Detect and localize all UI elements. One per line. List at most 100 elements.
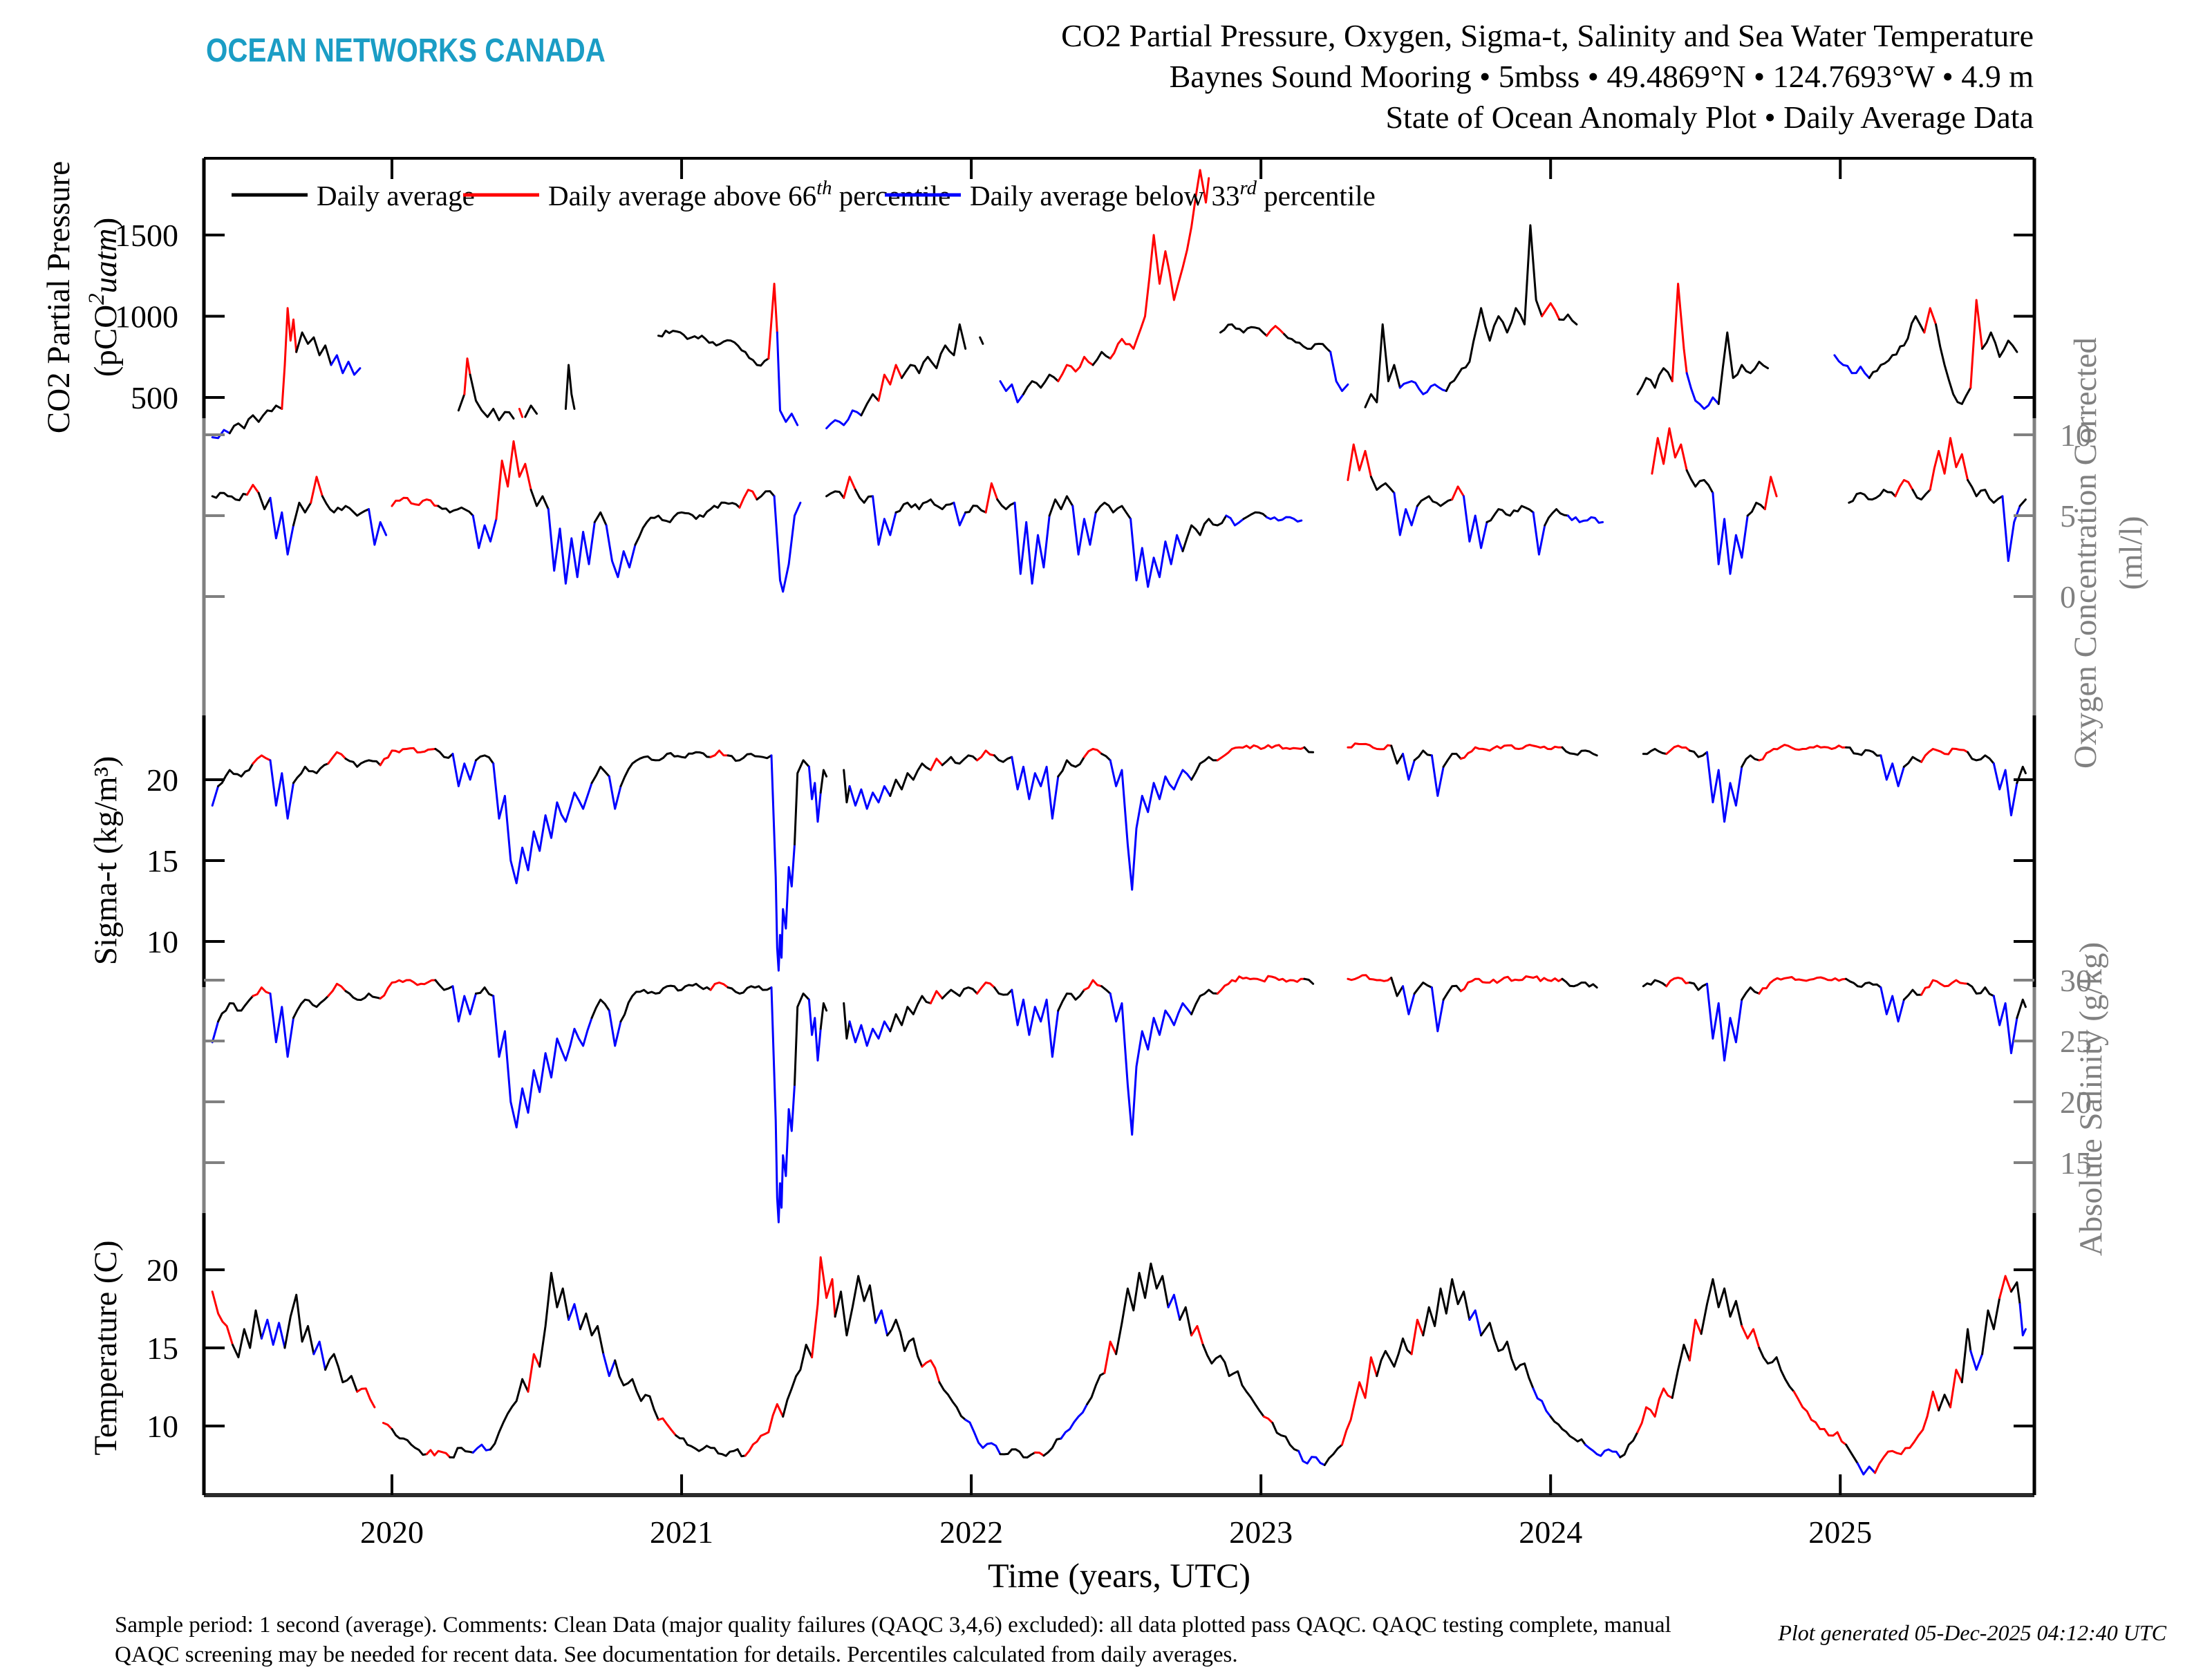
- y-tick-label-sig-10: 10: [147, 924, 178, 959]
- footer-caption: Sample period: 1 second (average). Comme…: [115, 1611, 1671, 1670]
- series-tmp-daily-60: [1758, 1347, 1795, 1393]
- series-sal-below-28: [1011, 988, 1060, 1058]
- series-co2-below-19: [999, 380, 1024, 404]
- series-sig-above-7: [379, 747, 437, 767]
- series-oxy-daily-9: [437, 505, 474, 517]
- series-sal-daily-12: [590, 998, 610, 1020]
- series-tmp-above-59: [1741, 1324, 1761, 1349]
- series-tmp-daily-3: [283, 1293, 315, 1355]
- series-co2-daily-11: [657, 329, 770, 367]
- series-co2-daily-30: [1445, 224, 1544, 393]
- series-oxy-daily-24: [894, 498, 955, 514]
- series-oxy-below-10: [471, 514, 498, 550]
- series-oxy-daily-32: [1094, 501, 1132, 520]
- series-tmp-above-0: [211, 1291, 234, 1346]
- y-tick-label-oxy-0: 0: [2060, 579, 2076, 614]
- series-oxy-daily-30: [1048, 495, 1074, 517]
- series-sig-below-11: [492, 762, 593, 885]
- series-co2-above-16: [877, 364, 903, 402]
- series-co2-daily-20: [1022, 373, 1060, 395]
- series-tmp-above-64: [1874, 1390, 1940, 1474]
- series-tmp-daily-20: [675, 1434, 747, 1458]
- series-sal-daily-25: [941, 986, 978, 1000]
- series-co2-above-12: [767, 283, 778, 360]
- series-co2-daily-36: [1717, 331, 1769, 405]
- series-sal-below-32: [1109, 992, 1193, 1136]
- series-oxy-below-50: [1712, 491, 1749, 575]
- series-sig-daily-25: [941, 754, 978, 767]
- series-sal-daily-21: [843, 1002, 851, 1040]
- series-oxy-above-5: [310, 476, 324, 504]
- series-sig-below-9: [451, 753, 477, 787]
- series-sal-above-49: [1758, 976, 1848, 995]
- series-oxy-daily-14: [593, 511, 608, 527]
- series-oxy-daily-6: [321, 495, 370, 517]
- series-sal-daily-18: [794, 992, 810, 1086]
- series-co2-daily-9: [524, 404, 538, 418]
- axis-title-co2-line1: CO2 Partial Pressure: [41, 161, 77, 433]
- series-oxy-below-3: [269, 496, 294, 556]
- series-co2-above-25: [1266, 325, 1286, 337]
- series-tmp-daily-18: [614, 1359, 659, 1421]
- series-oxy-daily-55: [1911, 489, 1931, 501]
- series-co2-daily-5: [457, 393, 466, 412]
- series-sig-above-36: [1347, 742, 1393, 751]
- series-sal-daily-4: [292, 995, 330, 1020]
- y-tick-label-tmp-15: 15: [147, 1331, 178, 1366]
- series-tmp-below-72: [2018, 1303, 2027, 1337]
- series-tmp-daily-56: [1671, 1344, 1691, 1399]
- series-sal-above-45: [1665, 977, 1691, 988]
- plot-generated-timestamp: Plot generated 05-Dec-2025 04:12:40 UTC: [1778, 1620, 2166, 1645]
- series-tmp-daily-54: [1619, 1431, 1639, 1458]
- series-tmp-above-47: [1410, 1318, 1425, 1355]
- series-sal-above-7: [379, 979, 437, 1000]
- series-tmp-daily-38: [1179, 1306, 1193, 1337]
- series-oxy-below-43: [1463, 495, 1488, 550]
- series-sig-above-24: [929, 758, 944, 771]
- series-oxy-daily-18: [756, 490, 776, 501]
- series-sal-above-42: [1459, 975, 1564, 993]
- series-oxy-daily-36: [1242, 511, 1268, 520]
- series-sal-daily-52: [1902, 988, 1923, 1001]
- series-co2-above-6: [463, 357, 471, 395]
- series-sal-below-22: [848, 1020, 892, 1047]
- series-co2-daily-42: [1981, 331, 2018, 358]
- series-tmp-daily-44: [1323, 1443, 1343, 1466]
- series-tmp-above-66: [1949, 1369, 1963, 1409]
- series-sig-daily-33: [1190, 756, 1219, 781]
- series-sal-daily-39: [1413, 982, 1433, 995]
- series-tmp-below-15: [568, 1303, 581, 1331]
- series-tmp-below-49: [1468, 1309, 1483, 1337]
- series-sal-daily-41: [1442, 984, 1462, 1001]
- series-co2-above-21: [1057, 355, 1094, 382]
- axis-title-tmp-line1: Temperature (C): [88, 1240, 124, 1455]
- series-oxy-daily-20: [825, 490, 845, 499]
- series-sig-below-13: [608, 775, 622, 810]
- series-sal-below-17: [770, 986, 796, 1223]
- series-sal-daily-29: [1057, 988, 1085, 1012]
- series-tmp-below-63: [1856, 1462, 1876, 1476]
- series-tmp-daily-22: [782, 1344, 814, 1418]
- series-oxy-above-17: [738, 489, 758, 509]
- series-sig-below-51: [1880, 754, 1905, 787]
- series-tmp-daily-46: [1376, 1337, 1413, 1378]
- series-sig-below-28: [1011, 756, 1060, 820]
- series-sal-daily-1: [217, 995, 254, 1023]
- series-co2-above-41: [1969, 299, 1984, 389]
- series-oxy-daily-53: [1848, 489, 1897, 504]
- series-tmp-below-68: [1969, 1350, 1984, 1371]
- series-co2-above-39: [1923, 307, 1937, 334]
- series-tmp-above-9: [425, 1449, 451, 1458]
- series-tmp-below-53: [1584, 1443, 1622, 1458]
- series-tmp-below-51: [1532, 1387, 1552, 1418]
- series-co2-daily-22: [1091, 350, 1112, 366]
- series-tmp-daily-10: [449, 1447, 474, 1458]
- series-sig-below-47: [1706, 751, 1743, 823]
- series-sig-above-34: [1216, 744, 1306, 762]
- series-oxy-daily-39: [1369, 476, 1396, 494]
- series-sig-above-15: [709, 749, 729, 758]
- x-tick-label-2020: 2020: [360, 1514, 424, 1550]
- series-sal-daily-6: [344, 990, 382, 1002]
- y-tick-label-oxy-5: 5: [2060, 498, 2076, 534]
